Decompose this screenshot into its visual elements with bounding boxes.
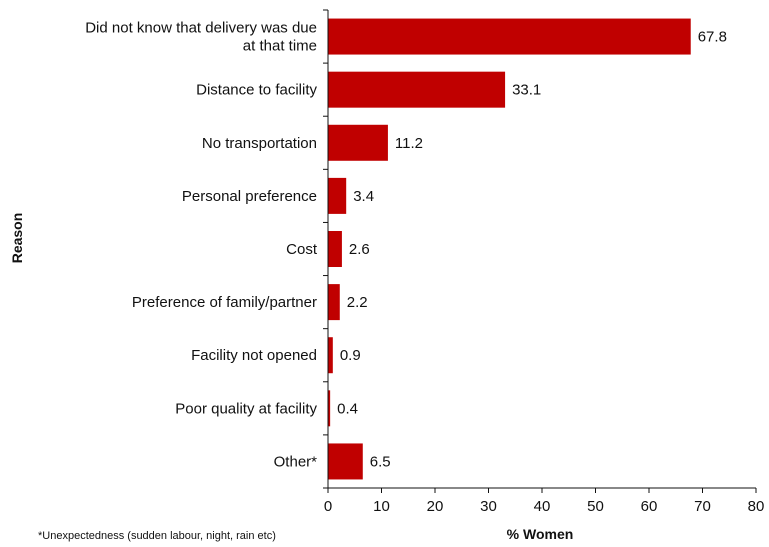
bar-1 <box>328 71 506 108</box>
category-label-3: Personal preference <box>182 188 317 205</box>
data-label-5: 2.2 <box>347 294 368 311</box>
x-tick-label-4: 40 <box>534 498 551 515</box>
category-label-2: No transportation <box>202 135 317 152</box>
bar-7 <box>328 390 331 427</box>
category-label-0: Did not know that delivery was due at tha… <box>85 20 317 55</box>
x-tick-label-5: 50 <box>587 498 604 515</box>
y-axis-title: Reason <box>9 213 25 264</box>
x-tick-label-2: 20 <box>427 498 444 515</box>
footnote: *Unexpectedness (sudden labour, night, r… <box>38 530 276 542</box>
x-axis-title: % Women <box>507 526 574 542</box>
category-label-6: Facility not opened <box>191 347 317 364</box>
bar-0 <box>328 18 691 55</box>
data-label-1: 33.1 <box>512 82 541 99</box>
x-tick-label-0: 0 <box>324 498 332 515</box>
data-label-8: 6.5 <box>370 453 391 470</box>
data-label-6: 0.9 <box>340 347 361 364</box>
bar-4 <box>328 231 342 267</box>
x-tick-label-7: 70 <box>694 498 711 515</box>
x-tick-label-6: 60 <box>641 498 658 515</box>
category-label-4: Cost <box>286 241 318 258</box>
bar-6 <box>328 337 333 374</box>
x-tick-label-3: 30 <box>480 498 497 515</box>
category-label-7: Poor quality at facility <box>175 400 317 417</box>
data-label-3: 3.4 <box>353 188 374 205</box>
x-tick-label-1: 10 <box>373 498 390 515</box>
data-label-2: 11.2 <box>395 135 423 152</box>
category-label-8: Other* <box>274 453 318 470</box>
data-label-0: 67.8 <box>698 29 727 46</box>
category-label-1: Distance to facility <box>196 82 317 99</box>
x-tick-label-8: 80 <box>748 498 765 515</box>
bar-5 <box>328 284 340 321</box>
data-label-4: 2.6 <box>349 241 370 258</box>
bar-3 <box>328 177 347 214</box>
data-label-7: 0.4 <box>337 400 358 417</box>
category-label-5: Preference of family/partner <box>132 294 317 311</box>
bar-2 <box>328 124 388 161</box>
bar-8 <box>328 443 363 480</box>
